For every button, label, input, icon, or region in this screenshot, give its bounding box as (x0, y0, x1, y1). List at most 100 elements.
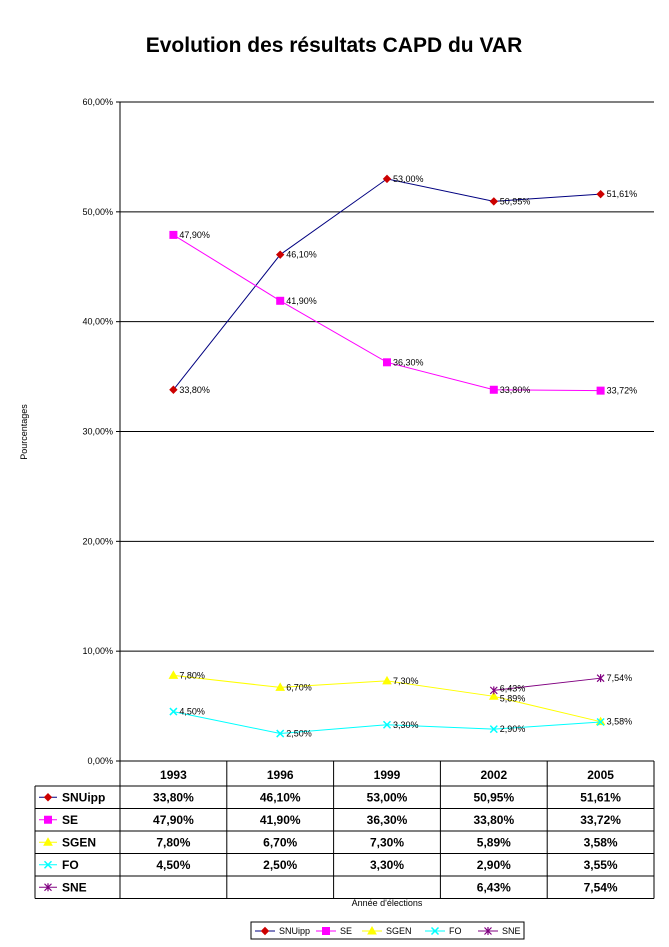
series-line-snuipp (173, 178, 601, 391)
data-point-snuipp (275, 250, 285, 259)
data-label-snuipp: 50,95% (500, 196, 531, 206)
data-label-se: 47,90% (179, 230, 210, 240)
data-point-fo (169, 707, 178, 716)
table-cell: 33,72% (580, 813, 621, 827)
data-label-se: 36,30% (393, 357, 424, 367)
table-cell: 47,90% (153, 813, 194, 827)
data-point-snuipp (489, 197, 499, 206)
chart-title: Evolution des résultats CAPD du VAR (146, 34, 523, 57)
data-point-fo (596, 717, 605, 727)
legend-key-marker (367, 925, 377, 935)
data-label-snuipp: 33,80% (179, 385, 210, 395)
series-fo: 4,50% 2,50% 3,30% 2,90% (169, 707, 605, 739)
series-sne: 6,43% 7,54% (489, 673, 633, 695)
data-label-sgen: 3,58% (607, 717, 633, 727)
series-se: 47,90% 41,90% 36,30% 33,80% 33,72% (169, 230, 637, 396)
table-cell: 7,80% (156, 835, 190, 849)
data-point-fo (489, 725, 498, 734)
data-point-se (489, 385, 498, 394)
series-sgen: 7,80% 6,70% 7,30% 5,89% 3,58% (168, 670, 633, 727)
data-label-snuipp: 53,00% (393, 174, 424, 184)
data-label-fo: 2,50% (286, 729, 312, 739)
table-header-year: 2005 (587, 768, 614, 782)
data-point-fo (276, 729, 285, 738)
table-cell: 33,80% (473, 813, 514, 827)
table-series-name: FO (62, 858, 79, 872)
table-key-marker (43, 793, 53, 802)
data-table: 1993 1996 1999 2002 2005 SNUipp 33,80% 46,10% 53… (34, 760, 655, 899)
data-point-sgen (275, 682, 286, 691)
y-axis-label: Pourcentages (19, 404, 29, 460)
legend-box (250, 921, 525, 940)
table-series-name: SNE (62, 880, 87, 894)
y-tick-label: 40,00% (82, 317, 113, 327)
table-cell: 41,90% (260, 813, 301, 827)
table-series-name: SNUipp (62, 790, 105, 804)
x-axis-label: Année d'élections (352, 898, 423, 908)
table-cell: 7,30% (370, 835, 404, 849)
data-label-fo: 2,90% (500, 724, 526, 734)
y-tick-label: 10,00% (82, 646, 113, 656)
table-series-name: SGEN (62, 835, 96, 849)
y-tick-label: 20,00% (82, 536, 113, 546)
data-point-se (276, 296, 285, 305)
data-point-sne (489, 686, 498, 695)
data-label-sne: 6,43% (500, 683, 526, 693)
data-point-se (596, 386, 605, 395)
table-cell: 3,55% (584, 858, 618, 872)
series-snuipp: 33,80% 46,10% 53,00% 50,95% 51,61% (169, 174, 638, 395)
data-label-sgen: 5,89% (500, 693, 526, 703)
table-key-marker (43, 837, 53, 846)
table-cell: 36,30% (367, 813, 408, 827)
table-cell: 50,95% (473, 790, 514, 804)
legend-key-marker (322, 927, 330, 935)
data-label-snuipp: 46,10% (286, 250, 317, 260)
data-label-sgen: 6,70% (286, 682, 312, 692)
table-cell: 46,10% (260, 790, 301, 804)
data-label-se: 33,80% (500, 385, 531, 395)
data-label-fo: 4,50% (179, 707, 205, 717)
y-tick-label: 0,00% (87, 756, 113, 766)
legend-entry: SGEN (386, 926, 412, 936)
data-point-se (169, 230, 178, 239)
table-cell: 3,58% (584, 835, 618, 849)
table-cell: 53,00% (367, 790, 408, 804)
table-cell: 3,30% (370, 858, 404, 872)
y-tick-label: 60,00% (82, 97, 113, 107)
data-point-snuipp (169, 385, 178, 394)
table-cell: 33,80% (153, 790, 194, 804)
data-label-fo: 3,30% (393, 720, 419, 730)
table-cell: 7,54% (584, 880, 618, 894)
data-label-sne: 7,54% (607, 673, 633, 683)
table-header-year: 1993 (160, 768, 187, 782)
table-cell: 6,43% (477, 880, 511, 894)
table-cell: 51,61% (580, 790, 621, 804)
table-cell: 6,70% (263, 835, 297, 849)
table-cell: 2,50% (263, 858, 297, 872)
legend-entry: SNUipp (279, 926, 310, 936)
data-point-se (383, 358, 391, 367)
series-line-sne (493, 677, 601, 691)
data-point-sne (596, 674, 605, 683)
table-key-marker (43, 860, 53, 869)
table-series-name: SE (62, 813, 78, 827)
table-cell: 4,50% (156, 858, 190, 872)
data-point-fo (382, 720, 392, 729)
data-point-snuipp (596, 189, 605, 199)
legend-entry: SNE (502, 926, 521, 936)
data-point-sgen (488, 691, 499, 700)
data-point-sgen (382, 675, 392, 685)
data-point-sgen (168, 670, 179, 679)
legend-entry: FO (449, 926, 462, 936)
table-key-marker (44, 815, 52, 824)
series-line-se (173, 234, 601, 392)
y-tick-label: 30,00% (82, 427, 113, 437)
table-header-year: 2002 (480, 768, 507, 782)
data-label-sgen: 7,30% (393, 676, 419, 686)
y-tick-label: 50,00% (82, 207, 113, 217)
legend: SNUipp SE SGEN FO SNE (250, 921, 525, 940)
data-label-snuipp: 51,61% (607, 189, 638, 199)
legend-key-marker (430, 926, 440, 936)
legend-key-marker (260, 926, 270, 936)
